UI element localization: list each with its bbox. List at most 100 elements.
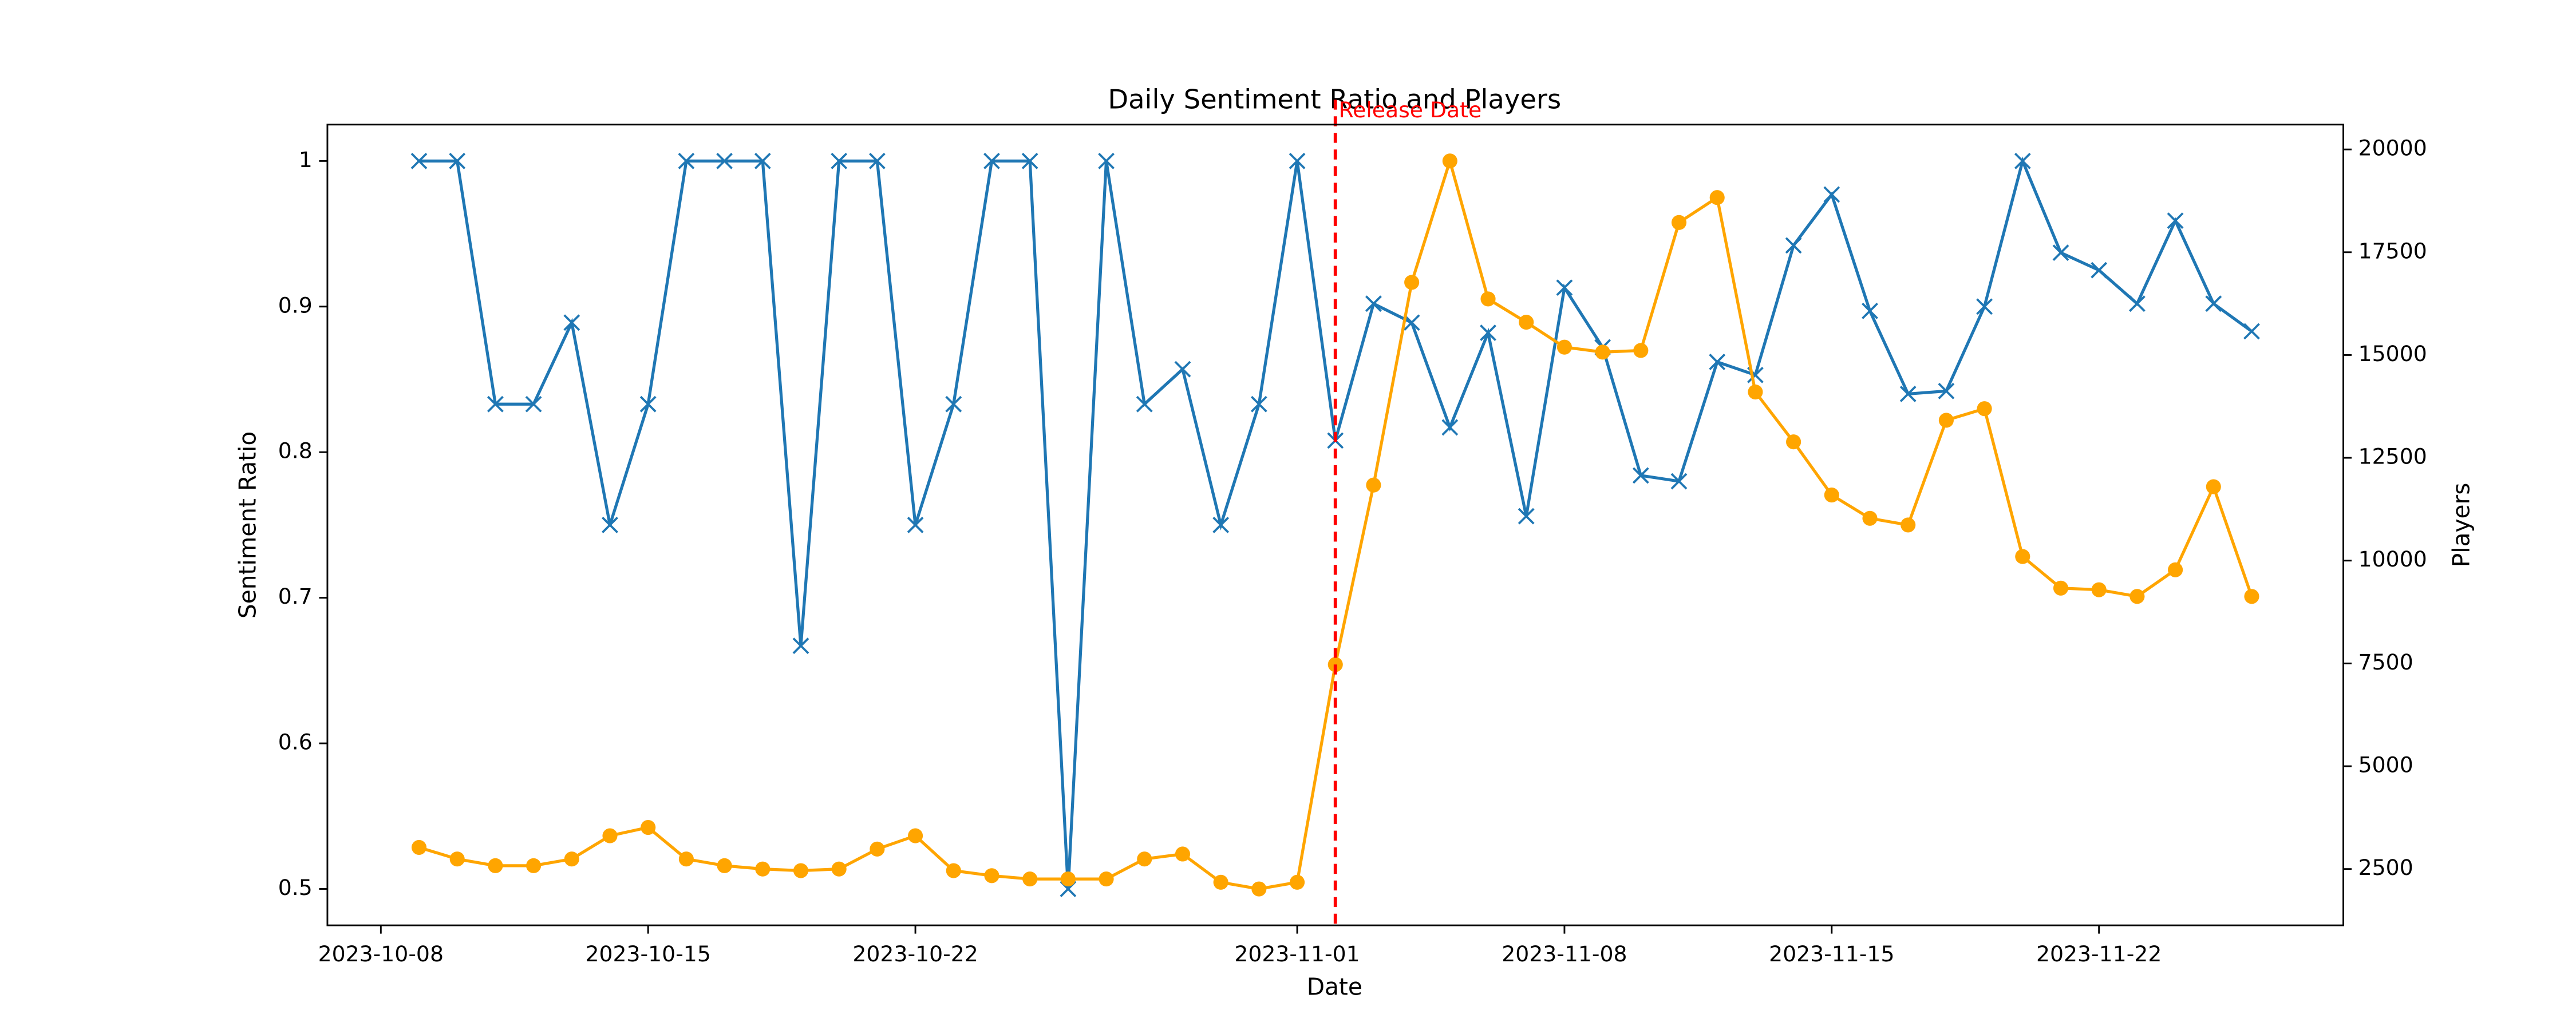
marker [1136, 395, 1153, 413]
y2-tick-label: 20000 [2358, 136, 2427, 161]
marker [1671, 215, 1687, 230]
marker [1519, 315, 1534, 330]
marker [870, 841, 885, 857]
marker [984, 868, 999, 884]
marker [526, 858, 542, 873]
marker [2091, 262, 2108, 279]
marker [2014, 152, 2031, 169]
marker [1670, 473, 1688, 490]
x-tick-label: 2023-11-22 [2036, 941, 2162, 966]
marker [410, 152, 428, 169]
marker [792, 637, 809, 654]
marker [1098, 152, 1115, 169]
marker [1289, 152, 1306, 169]
y2-tick-label: 10000 [2358, 546, 2427, 572]
marker [1099, 871, 1114, 887]
marker [946, 863, 961, 878]
marker [488, 858, 503, 873]
marker [1289, 874, 1305, 890]
marker [2015, 549, 2030, 564]
marker [1748, 384, 1763, 400]
marker [1213, 874, 1228, 890]
y-tick-label: 0.9 [278, 292, 313, 318]
marker [449, 851, 465, 867]
marker [602, 828, 618, 843]
marker [754, 152, 771, 169]
marker [1824, 488, 1839, 503]
marker [945, 395, 962, 413]
marker [449, 152, 466, 169]
y2-axis-label: Players [2448, 483, 2475, 568]
marker [1823, 186, 1840, 203]
y-tick-label: 0.8 [278, 438, 313, 464]
marker [411, 839, 427, 855]
marker [1022, 871, 1038, 887]
marker [2243, 323, 2260, 340]
marker [1175, 846, 1191, 862]
marker [831, 861, 847, 877]
marker [1938, 413, 1954, 428]
marker [717, 858, 732, 873]
marker [2168, 562, 2183, 577]
y2-tick-label: 5000 [2358, 752, 2413, 778]
marker [1709, 354, 1726, 370]
marker [1251, 881, 1267, 897]
marker [2129, 589, 2145, 604]
y-axis-label: Sentiment Ratio [234, 431, 261, 619]
marker [639, 395, 657, 413]
marker [1556, 339, 1572, 355]
marker [831, 152, 848, 169]
marker [1976, 298, 1993, 315]
marker [641, 819, 656, 835]
marker [1556, 279, 1573, 296]
marker [2128, 295, 2146, 312]
marker [1060, 871, 1076, 887]
x-tick-label: 2023-11-01 [1234, 941, 1360, 966]
annotation-label: Release Date [1339, 97, 1482, 122]
marker [793, 863, 809, 878]
marker [1709, 190, 1725, 205]
marker [1441, 419, 1459, 436]
marker [563, 314, 580, 331]
marker [868, 152, 886, 169]
y-tick-label: 0.6 [278, 730, 313, 755]
x-tick-label: 2023-10-15 [586, 941, 711, 966]
marker [1250, 395, 1267, 413]
y2-tick-label: 2500 [2358, 855, 2413, 880]
x-tick-label: 2023-10-08 [318, 941, 444, 966]
x-tick-label: 2023-10-22 [852, 941, 978, 966]
marker [1480, 324, 1496, 341]
marker [1021, 152, 1038, 169]
marker [1938, 382, 1955, 399]
marker [1403, 314, 1420, 331]
marker [564, 851, 579, 867]
marker [2244, 589, 2259, 604]
marker [1862, 510, 1878, 526]
marker [2091, 582, 2107, 597]
y2-tick-label: 12500 [2358, 444, 2427, 469]
marker [1977, 401, 1992, 417]
y-tick-label: 0.5 [278, 875, 313, 900]
plot-frame [326, 124, 2344, 926]
marker [2052, 244, 2069, 262]
marker [908, 828, 923, 843]
marker [2206, 479, 2221, 494]
marker [1212, 517, 1230, 533]
marker [1480, 291, 1496, 307]
marker [1365, 295, 1382, 312]
marker [1518, 508, 1535, 525]
y-tick-label: 1 [299, 147, 313, 172]
chart-title: Daily Sentiment Ratio and Players [1108, 84, 1561, 115]
marker [678, 152, 695, 169]
marker [1901, 517, 1916, 533]
y2-tick-label: 15000 [2358, 341, 2427, 366]
y2-tick-label: 7500 [2358, 649, 2413, 675]
x-axis-label: Date [1307, 973, 1362, 1000]
x-tick-label: 2023-11-15 [1769, 941, 1894, 966]
marker [1786, 434, 1801, 450]
y2-tick-label: 17500 [2358, 238, 2427, 263]
marker [2053, 580, 2069, 596]
marker [1366, 477, 1381, 493]
